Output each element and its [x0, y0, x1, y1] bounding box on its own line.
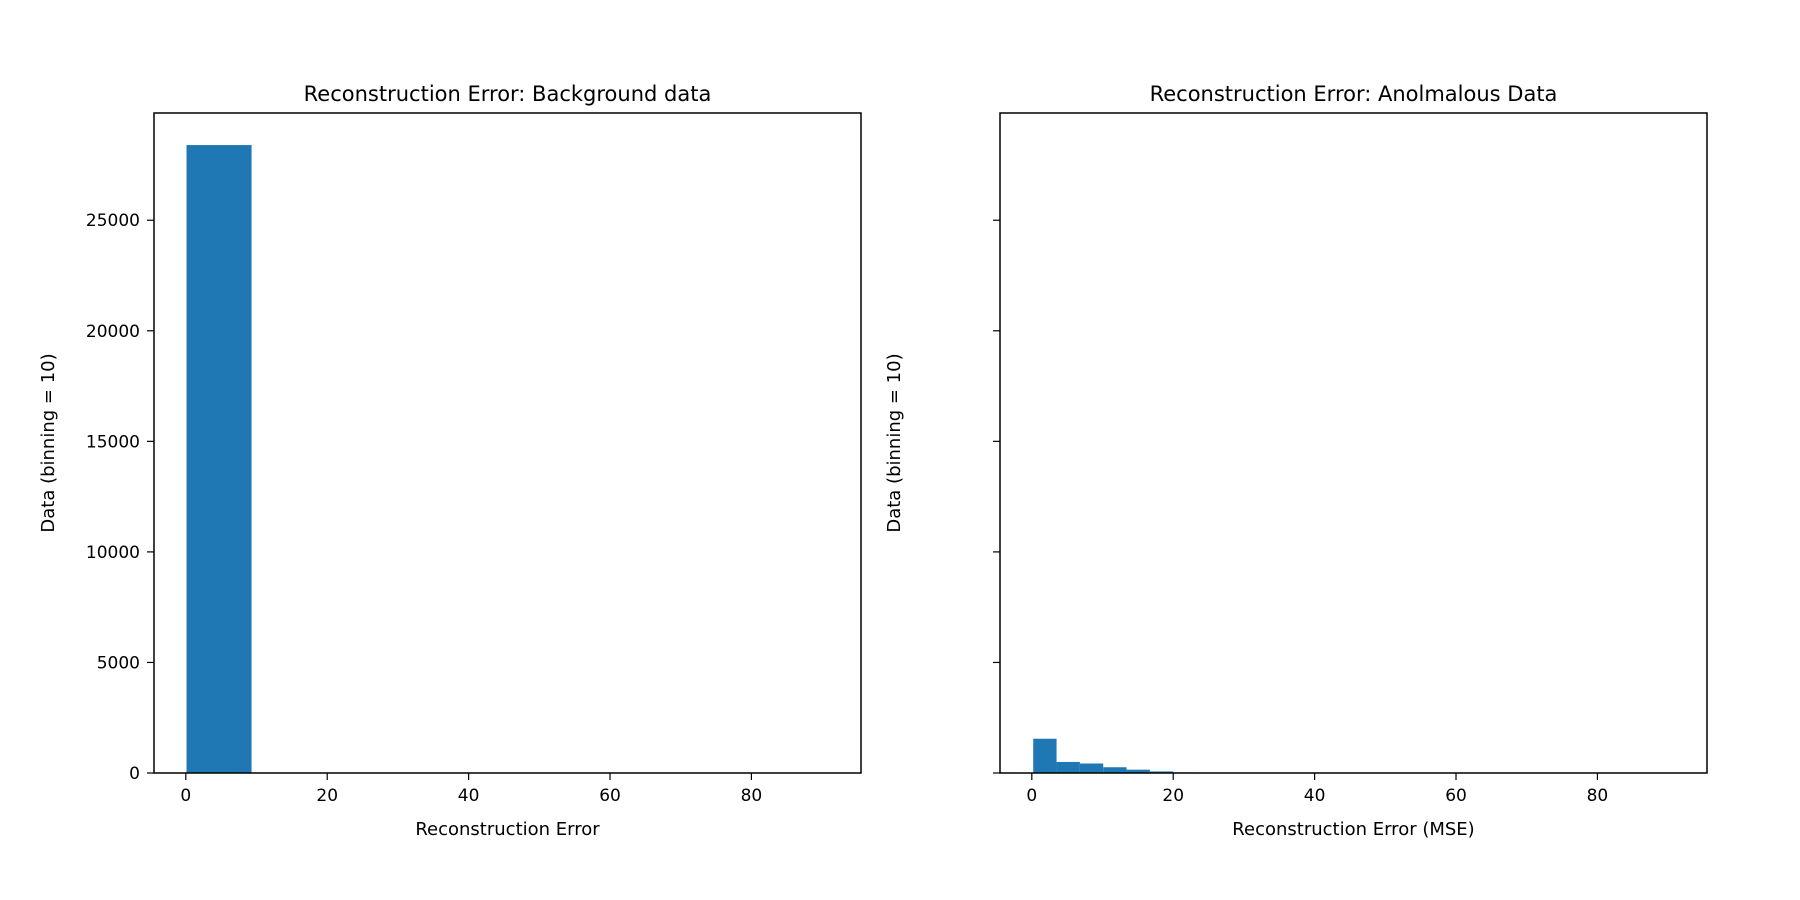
- chart-panel-2: 0 20 40 60 80 Reconstruction Error: Anolmalou…: [884, 82, 1708, 840]
- plot-frame: [999, 112, 1708, 774]
- histogram-bar: [1033, 738, 1057, 773]
- histogram-bar: [1126, 769, 1150, 773]
- histogram-bar: [186, 145, 252, 773]
- x-tick-label: 40: [458, 786, 480, 806]
- y-tick-label: 10000: [86, 543, 140, 563]
- x-axis-label: Reconstruction Error: [415, 819, 600, 840]
- chart-title: Reconstruction Error: Background data: [304, 82, 712, 106]
- histogram-bar: [1079, 763, 1104, 773]
- chart-title: Reconstruction Error: Anolmalous Data: [1150, 82, 1558, 106]
- y-axis-label: Data (binning = 10): [38, 353, 59, 532]
- x-tick-label: 20: [1162, 786, 1184, 806]
- x-tick-label: 80: [1587, 786, 1609, 806]
- x-tick-label: 80: [741, 786, 763, 806]
- y-tick-label: 15000: [86, 432, 140, 452]
- x-tick-label: 0: [1026, 786, 1037, 806]
- x-tick-label: 20: [316, 786, 338, 806]
- x-tick-label: 60: [1445, 786, 1467, 806]
- plot-frame: [153, 112, 862, 774]
- histogram-bar: [1056, 761, 1080, 773]
- histogram-bar: [1149, 771, 1174, 773]
- x-tick-label: 40: [1304, 786, 1326, 806]
- x-axis-label: Reconstruction Error (MSE): [1232, 819, 1474, 840]
- chart-panel-1: 0 20 40 60 80 0 5000 10000 15000 20000 25000 Recons…: [38, 82, 862, 840]
- y-tick-label: 25000: [86, 211, 140, 231]
- y-tick-label: 0: [129, 764, 140, 784]
- y-tick-label: 5000: [97, 653, 140, 673]
- y-axis-label: Data (binning = 10): [884, 353, 905, 532]
- y-tick-label: 20000: [86, 322, 140, 342]
- x-tick-label: 0: [180, 786, 191, 806]
- histogram-bar: [1103, 767, 1127, 773]
- x-tick-label: 60: [599, 786, 621, 806]
